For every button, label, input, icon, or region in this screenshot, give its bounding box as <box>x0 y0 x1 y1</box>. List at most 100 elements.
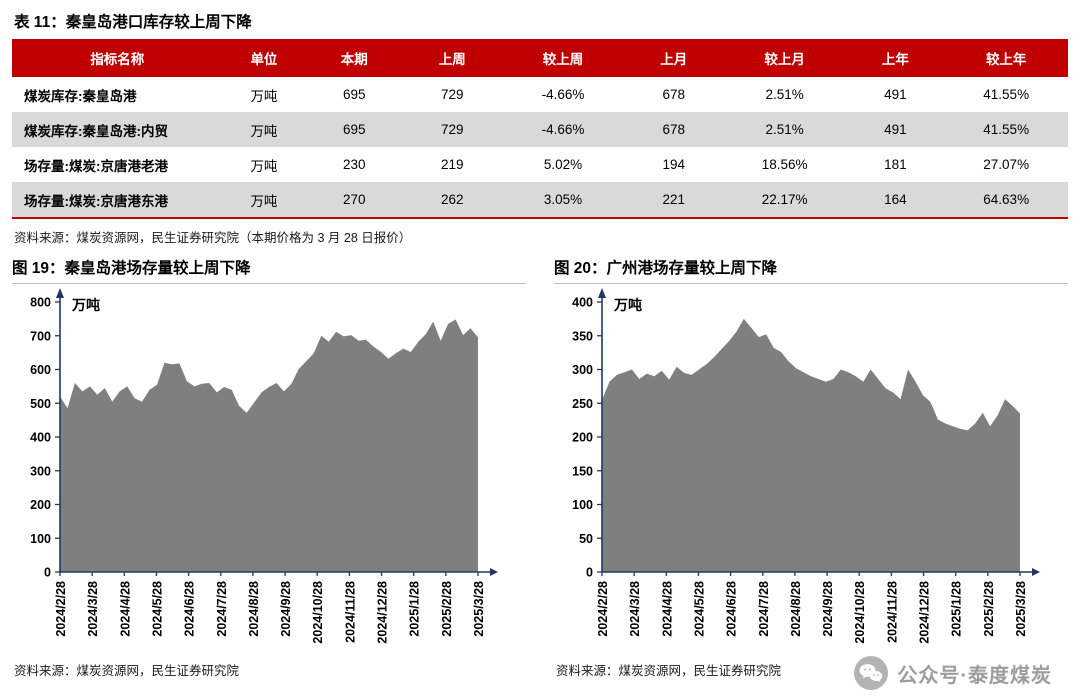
table-cell: 2.51% <box>765 87 804 102</box>
y-tick-label: 500 <box>30 397 51 411</box>
x-axis-arrow-icon <box>490 568 498 576</box>
x-tick-label: 2024/11/28 <box>343 581 357 643</box>
x-tick-label: 2024/2/28 <box>54 581 68 637</box>
table-cell: 41.55% <box>983 122 1030 137</box>
table-cell: 230 <box>342 157 366 172</box>
y-tick-label: 0 <box>44 566 51 580</box>
chart-19-canvas: 0 100 200 300 400 500 600 700 800 2024/2/28 2024/3… <box>30 288 498 644</box>
table-cell: 219 <box>440 157 464 172</box>
y-axis-arrow-icon <box>598 288 606 298</box>
table-cell: 181 <box>884 157 907 172</box>
table-cell: 万吨 <box>250 88 278 104</box>
table-cell: -4.66% <box>541 87 585 102</box>
x-tick-label: 2024/3/28 <box>86 581 100 637</box>
table-cell: 5.02% <box>543 157 583 172</box>
x-tick-label: 2024/6/28 <box>183 581 197 637</box>
chart-20-source-note: 资料来源：煤炭资源网，民生证券研究院 <box>556 664 782 678</box>
table-cell: 场存量:煤炭:京唐港老港 <box>24 158 168 174</box>
table-cell: 491 <box>884 122 907 137</box>
inventory-table: 指标名称 单位 本期 上周 较上周 上月 较上月 上年 较上年 煤炭库存:秦皇岛港 万吨 695 729… <box>12 39 1068 219</box>
table-cell: -4.66% <box>541 122 585 137</box>
y-tick-label: 50 <box>579 532 593 546</box>
table-header-cell: 上年 <box>846 39 945 77</box>
y-tick-label: 700 <box>30 329 51 343</box>
x-tick-label: 2024/8/28 <box>789 581 803 637</box>
chart-19-title: 图 19：秦皇岛港场存量较上周下降 <box>12 256 526 284</box>
table-cell: 678 <box>662 87 686 102</box>
table-title: 表 11：秦皇岛港口库存较上周下降 <box>14 14 252 31</box>
table-cell: 煤炭库存:秦皇岛港 <box>24 88 137 104</box>
x-tick-label: 2024/10/28 <box>311 581 325 644</box>
chart-20-title: 图 20：广州港场存量较上周下降 <box>554 256 1068 284</box>
x-tick-label: 2024/12/28 <box>918 581 932 644</box>
table-cell: 27.07% <box>983 157 1030 172</box>
table-cell: 万吨 <box>250 158 278 174</box>
table-cell: 194 <box>662 157 686 172</box>
table-cell: 22.17% <box>761 192 808 207</box>
table-header-cell: 指标名称 <box>12 39 223 77</box>
x-tick-label: 2024/9/28 <box>279 581 293 637</box>
table-header-cell: 较上年 <box>944 39 1068 77</box>
table-cell: 场存量:煤炭:京唐港东港 <box>24 193 168 209</box>
y-tick-label: 200 <box>30 498 51 512</box>
charts-row: 图 19：秦皇岛港场存量较上周下降 0 100 200 300 400 500 600 700… <box>12 256 1068 679</box>
table-cell: 煤炭库存:秦皇岛港:内贸 <box>24 123 168 139</box>
y-tick-label: 600 <box>30 363 51 377</box>
y-tick-label: 100 <box>30 532 51 546</box>
table-cell: 678 <box>662 122 686 137</box>
y-tick-label: 400 <box>572 296 593 310</box>
table-row: 煤炭库存:秦皇岛港 万吨 695 729 -4.66% 678 2.51% 491 41.55% <box>12 77 1068 112</box>
y-tick-label: 100 <box>572 498 593 512</box>
x-tick-label: 2024/11/28 <box>885 581 899 643</box>
x-tick-label: 2024/4/28 <box>660 581 674 637</box>
x-tick-label: 2024/10/28 <box>853 581 867 644</box>
table-cell: 729 <box>440 122 464 137</box>
y-tick-label: 350 <box>572 329 593 343</box>
chart-panel-20: 图 20：广州港场存量较上周下降 0 50 100 150 200 250 300 350 40… <box>554 256 1068 679</box>
table-cell: 万吨 <box>250 123 278 139</box>
y-tick-label: 250 <box>572 397 593 411</box>
x-tick-label: 2025/2/28 <box>440 581 454 637</box>
table-header-cell: 上月 <box>624 39 723 77</box>
table-row: 场存量:煤炭:京唐港老港 万吨 230 219 5.02% 194 18.56% 181 27.… <box>12 147 1068 182</box>
table-cell: 491 <box>884 87 907 102</box>
x-tick-label: 2024/6/28 <box>725 581 739 637</box>
x-tick-label: 2024/7/28 <box>215 581 229 637</box>
y-tick-label: 0 <box>586 566 593 580</box>
x-axis-arrow-icon <box>1032 568 1040 576</box>
table-cell: 262 <box>440 192 464 207</box>
table-header-cell: 本期 <box>305 39 404 77</box>
x-tick-label: 2025/1/28 <box>408 581 422 637</box>
x-tick-label: 2025/1/28 <box>950 581 964 637</box>
x-tick-label: 2024/3/28 <box>628 581 642 637</box>
y-tick-label: 400 <box>30 431 51 445</box>
y-tick-label: 300 <box>572 363 593 377</box>
x-tick-label: 2025/2/28 <box>982 581 996 637</box>
table-source-note: 资料来源：煤炭资源网，民生证券研究院（本期价格为 3 月 28 日报价） <box>14 231 412 245</box>
table-cell: 41.55% <box>983 87 1030 102</box>
x-tick-label: 2024/9/28 <box>821 581 835 637</box>
y-tick-label: 200 <box>572 431 593 445</box>
x-tick-label: 2024/4/28 <box>118 581 132 637</box>
x-tick-label: 2024/12/28 <box>376 581 390 644</box>
table-header-cell: 较上月 <box>722 39 847 77</box>
table-cell: 3.05% <box>543 192 583 207</box>
table-header-cell: 单位 <box>222 39 306 77</box>
table-header-cell: 上周 <box>403 39 502 77</box>
table-cell: 729 <box>440 87 464 102</box>
table-cell: 2.51% <box>765 122 804 137</box>
x-tick-label: 2024/7/28 <box>757 581 771 637</box>
table-cell: 695 <box>342 122 366 137</box>
table-cell: 270 <box>342 192 366 207</box>
area-series <box>602 318 1020 572</box>
x-tick-label: 2025/3/28 <box>472 581 486 637</box>
x-tick-label: 2024/2/28 <box>596 581 610 637</box>
chart-panel-19: 图 19：秦皇岛港场存量较上周下降 0 100 200 300 400 500 600 700… <box>12 256 526 679</box>
y-tick-label: 800 <box>30 296 51 310</box>
x-tick-label: 2024/8/28 <box>247 581 261 637</box>
y-tick-label: 150 <box>572 464 593 478</box>
y-tick-label: 300 <box>30 464 51 478</box>
table-cell: 695 <box>342 87 366 102</box>
table-cell: 18.56% <box>761 157 808 172</box>
